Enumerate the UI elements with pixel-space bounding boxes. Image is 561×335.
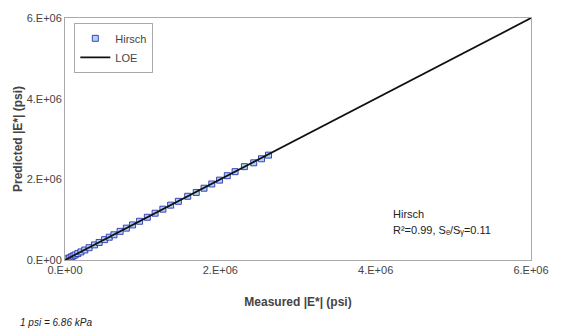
svg-text:LOE: LOE xyxy=(115,52,137,64)
svg-text:2.E+06: 2.E+06 xyxy=(203,264,238,276)
svg-text:0.E+00: 0.E+00 xyxy=(47,264,82,276)
svg-text:Predicted |E*| (psi): Predicted |E*| (psi) xyxy=(11,86,25,192)
svg-text:6.E+06: 6.E+06 xyxy=(27,12,62,24)
svg-text:0.E+00: 0.E+00 xyxy=(27,254,62,266)
svg-text:6.E+06: 6.E+06 xyxy=(513,264,548,276)
svg-text:Hirsch: Hirsch xyxy=(115,33,146,45)
svg-text:4.E+06: 4.E+06 xyxy=(27,93,62,105)
svg-text:R²=0.99, Sₑ/Sᵧ=0.11: R²=0.99, Sₑ/Sᵧ=0.11 xyxy=(393,224,491,237)
svg-text:Hirsch: Hirsch xyxy=(393,208,424,220)
svg-text:Measured |E*| (psi): Measured |E*| (psi) xyxy=(244,295,351,309)
svg-text:1 psi = 6.86 kPa: 1 psi = 6.86 kPa xyxy=(20,317,92,328)
svg-text:2.E+06: 2.E+06 xyxy=(27,173,62,185)
svg-text:4.E+06: 4.E+06 xyxy=(358,264,393,276)
